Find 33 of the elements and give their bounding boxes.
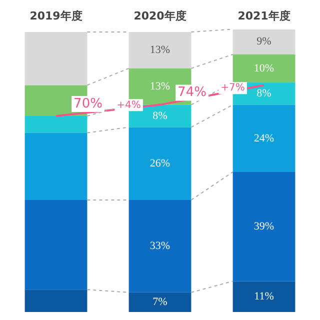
data-label: 7% bbox=[152, 296, 168, 308]
bar bbox=[232, 104, 296, 172]
data-label: 33% bbox=[150, 240, 170, 252]
bar bbox=[232, 54, 296, 82]
data-label: 26% bbox=[150, 157, 170, 170]
data-label: 24% bbox=[254, 132, 274, 144]
bar bbox=[24, 200, 88, 290]
bar bbox=[24, 290, 88, 312]
x-tick-label: 2021年度 bbox=[238, 9, 290, 22]
data-label: 10% bbox=[254, 62, 274, 74]
data-label: 39% bbox=[254, 220, 274, 232]
annotation: +4% bbox=[116, 100, 141, 111]
data-label: 11% bbox=[254, 290, 274, 302]
bar bbox=[24, 116, 88, 133]
x-tick-label: 2019年度 bbox=[30, 9, 82, 22]
data-label: 74% bbox=[178, 85, 206, 100]
data-label: 8% bbox=[256, 87, 272, 100]
bar bbox=[24, 132, 88, 200]
bar bbox=[232, 29, 296, 54]
data-label: 13% bbox=[150, 80, 170, 92]
bar bbox=[232, 281, 296, 312]
data-label: 8% bbox=[152, 110, 168, 122]
data-label: 70% bbox=[74, 96, 102, 112]
bar bbox=[24, 32, 88, 86]
annotation: +7% bbox=[220, 82, 245, 94]
bar bbox=[128, 292, 192, 312]
bar bbox=[128, 32, 192, 68]
bar bbox=[232, 172, 296, 282]
data-label: 13% bbox=[150, 44, 170, 56]
bar bbox=[128, 200, 192, 292]
x-tick-label: 2020年度 bbox=[134, 9, 186, 22]
data-label: 9% bbox=[256, 36, 272, 48]
bar bbox=[128, 127, 192, 200]
